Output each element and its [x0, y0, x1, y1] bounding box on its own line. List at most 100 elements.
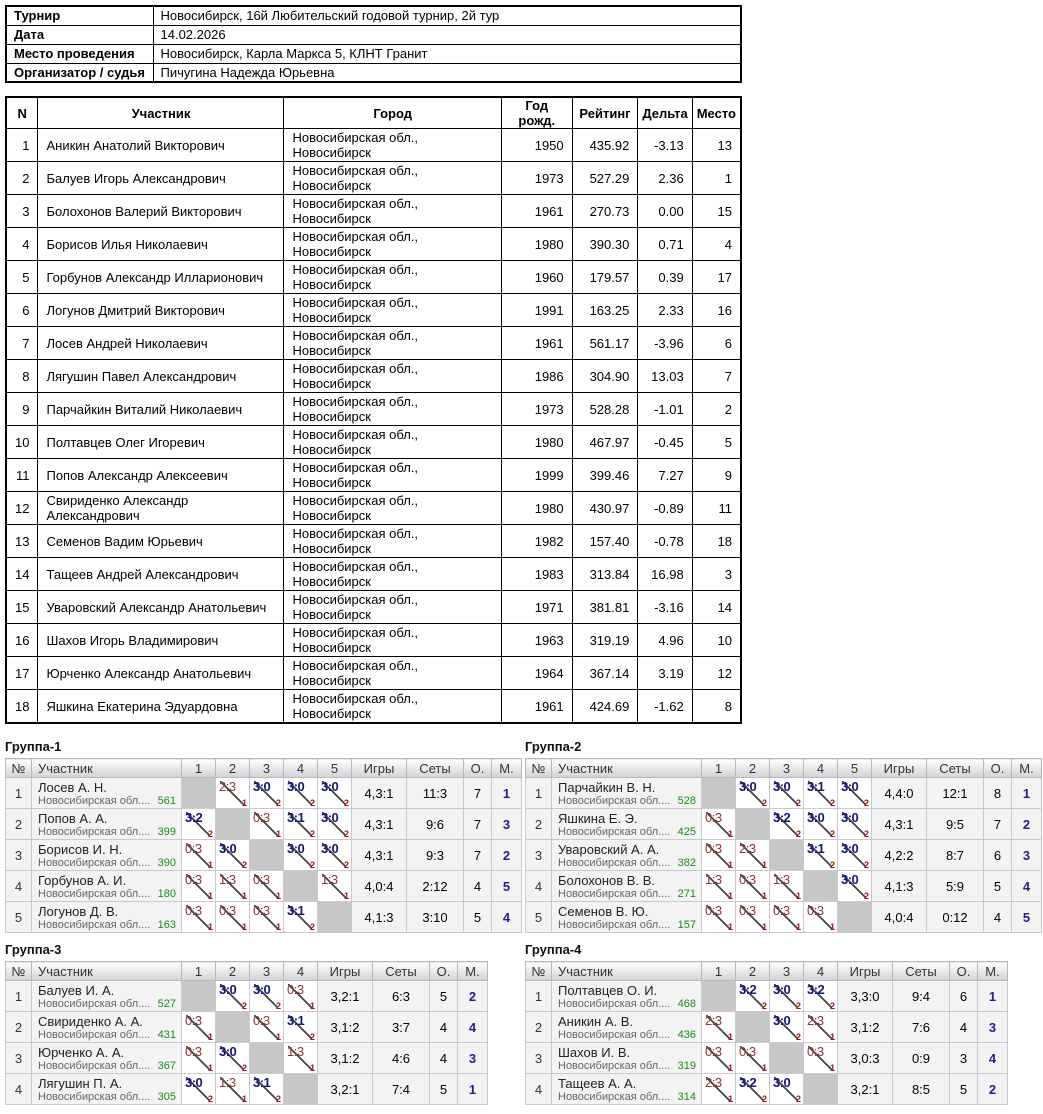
info-row: Турнир Новосибирск, 16й Любительский годо… [5, 5, 742, 26]
info-row: Организатор / судья Пичугина Надежда Юрье… [5, 62, 742, 83]
diagonal-line [808, 812, 832, 836]
group-row-number: 4 [525, 870, 552, 902]
match-score-cell: 3:2 2 [735, 1073, 770, 1105]
group-header-participant: Участник [551, 961, 702, 981]
standings-cell-birthyear: 1986 [500, 359, 573, 393]
match-points: 2 [829, 798, 835, 808]
standings-cell-place: 7 [691, 359, 742, 393]
standings-cell-delta: 3.19 [637, 656, 693, 690]
place-cell: 5 [1011, 901, 1042, 933]
group-section: Группа-2 № Участник 1 2 3 4 5 Игры Сеты О. М. 1 Парча… [525, 739, 1043, 933]
match-score: 3:1 [287, 1013, 305, 1028]
place-cell: 1 [1011, 777, 1042, 809]
group-header-place: М. [1011, 758, 1042, 778]
place-cell: 4 [491, 901, 522, 933]
match-points: 2 [207, 829, 213, 839]
match-score-cell: 2:3 1 [803, 1011, 838, 1043]
standings-cell-rating: 179.57 [571, 260, 639, 294]
match-score-cell: 3:1 2 [283, 1011, 318, 1043]
group-header-round: 4 [283, 961, 318, 981]
standings-row: 4 Борисов Илья Николаевич Новосибирская об… [5, 227, 742, 261]
match-score-cell: 1:3 1 [701, 870, 736, 902]
match-points: 2 [275, 1001, 281, 1011]
participant-name: Тащеев А. А. [558, 1075, 637, 1091]
match-score: 3:0 [321, 779, 339, 794]
points-cell: 5 [429, 1073, 458, 1105]
standings-cell-place: 11 [691, 491, 742, 525]
standings-cell-delta: -3.16 [637, 590, 693, 624]
group-header-points: О. [983, 758, 1012, 778]
standings-cell-place: 18 [691, 524, 742, 558]
standings-row: 8 Лягушин Павел Александрович Новосибирска… [5, 359, 742, 393]
sets-cell: 4:6 [372, 1042, 430, 1074]
standings-cell-participant: Полтавцев Олег Игоревич [37, 425, 285, 459]
match-score: 0:3 [253, 1013, 270, 1028]
participant-subrow: Новосибирская обл.... 157 [558, 919, 698, 931]
match-points: 2 [343, 860, 349, 870]
standings-cell-city: Новосибирская обл., Новосибирск [283, 359, 502, 393]
sets-cell: 8:5 [892, 1073, 950, 1105]
group-header-sets: Сеты [892, 961, 950, 981]
standings-cell-birthyear: 1950 [500, 128, 573, 162]
group-row-number: 2 [525, 1011, 552, 1043]
info-label: Организатор / судья [5, 62, 154, 83]
group-header-round: 2 [215, 758, 250, 778]
match-points: 2 [761, 1001, 767, 1011]
match-score: 3:0 [287, 841, 305, 856]
match-score-cell: 0:3 1 [215, 901, 250, 933]
standings-cell-rating: 435.92 [571, 128, 639, 162]
standings-cell-participant: Свириденко Александр Александрович [37, 491, 285, 525]
match-score-cell: 1:3 1 [215, 1073, 250, 1105]
standings-cell-delta: 2.33 [637, 293, 693, 327]
standings-row: 17 Юрченко Александр Анатольевич Новосибир… [5, 656, 742, 690]
match-score: 0:3 [807, 1044, 824, 1059]
standings-cell-delta: 7.27 [637, 458, 693, 492]
games-cell: 3,3:0 [837, 980, 893, 1012]
match-points: 1 [207, 891, 213, 901]
group-row-number: 2 [525, 808, 552, 840]
standings-cell-number: 15 [5, 590, 39, 624]
group-header-sets: Сеты [926, 758, 984, 778]
participant-name: Семенов В. Ю. [558, 903, 649, 919]
group-table-head: № Участник 1 2 3 4 5 Игры Сеты О. М. [5, 758, 522, 778]
match-score-cell: 3:0 2 [249, 777, 284, 809]
participant-region: Новосибирская обл.... [558, 825, 671, 838]
match-points: 1 [727, 922, 733, 932]
match-score: 2:3 [807, 1013, 824, 1028]
standings-body: 1 Аникин Анатолий Викторович Новосибирская… [5, 128, 742, 724]
standings-cell-delta: -3.13 [637, 128, 693, 162]
standings-header-cell: Город [283, 96, 502, 129]
diagonal-line [808, 781, 832, 805]
match-points: 2 [275, 1094, 281, 1104]
participant-region: Новосибирская обл.... [558, 794, 671, 807]
self-cell [769, 839, 804, 871]
match-points: 2 [795, 1094, 801, 1104]
standings-row: 1 Аникин Анатолий Викторович Новосибирская… [5, 128, 742, 162]
info-label: Турнир [5, 5, 154, 26]
group-title: Группа-3 [5, 942, 62, 957]
match-score: 0:3 [705, 810, 722, 825]
group-row: 1 Лосев А. Н. Новосибирская обл.... 561 2:3 1… [5, 777, 522, 809]
diagonal-line [842, 781, 866, 805]
match-points: 1 [727, 860, 733, 870]
standings-cell-delta: -1.62 [637, 689, 693, 724]
standings-cell-participant: Логунов Дмитрий Викторович [37, 293, 285, 327]
match-score-cell: 3:0 2 [769, 1011, 804, 1043]
group-header-round: 5 [837, 758, 872, 778]
match-score-cell: 3:2 2 [803, 980, 838, 1012]
participant-rating: 468 [677, 997, 696, 1010]
match-points: 2 [795, 1001, 801, 1011]
participant-rating: 528 [677, 794, 696, 807]
participant-region: Новосибирская обл.... [38, 825, 151, 838]
match-score-cell: 3:1 2 [803, 777, 838, 809]
match-score: 3:0 [773, 1013, 791, 1028]
group-header-round: 2 [215, 961, 250, 981]
match-score-cell: 3:0 2 [215, 1042, 250, 1074]
group-header-round: 4 [283, 758, 318, 778]
self-cell [215, 1011, 250, 1043]
group-row: 2 Яшкина Е. Э. Новосибирская обл.... 425 0:3… [525, 808, 1042, 840]
participant-rating: 319 [677, 1059, 696, 1072]
standings-row: 9 Парчайкин Виталий Николаевич Новосибирск… [5, 392, 742, 426]
match-score-cell: 3:0 2 [215, 980, 250, 1012]
standings-cell-number: 18 [5, 689, 39, 724]
